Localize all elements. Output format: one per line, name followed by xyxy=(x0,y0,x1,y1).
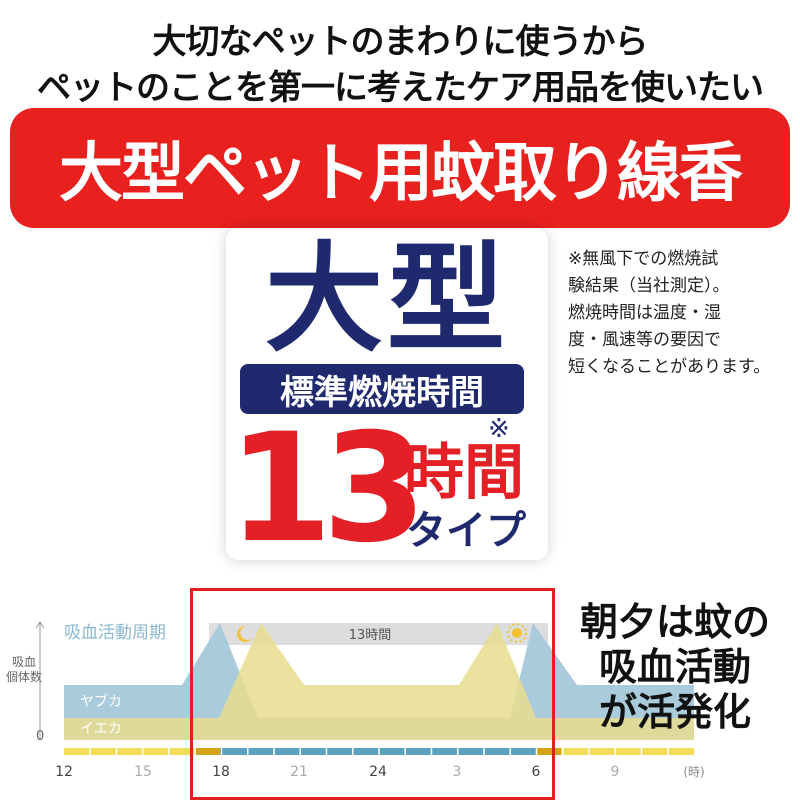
day-bar xyxy=(561,748,694,755)
banner-title: 大型ペット用蚊取り線香 xyxy=(59,137,743,211)
burn-time-badge: 大型 標準燃焼時間 ※ 13 時間 タイプ xyxy=(226,228,548,564)
hours-unit: 時間 xyxy=(404,438,524,508)
y-label: 吸血 xyxy=(12,655,36,669)
yabuka-area xyxy=(64,623,694,740)
footnote-line: 燃焼時間は温度・湿 xyxy=(568,303,721,323)
activity-diagram: 13時間 吸血活動周期 吸血 個体数 0 ヤブカ イエカ 12 15 18 21… xyxy=(6,621,705,780)
footnote-line: 験結果（当社測定）。 xyxy=(568,276,730,296)
sun-icon xyxy=(507,623,527,643)
x-tick: 15 xyxy=(134,764,152,780)
moon-icon xyxy=(237,625,252,642)
x-tick: 24 xyxy=(369,764,387,780)
side-callout: 朝夕は蚊の 吸血活動 が活発化 xyxy=(560,600,790,735)
hours-number: 13 xyxy=(228,402,427,576)
highlight-box xyxy=(190,588,555,800)
x-tick: 6 xyxy=(532,764,541,780)
x-tick: 18 xyxy=(212,764,230,780)
size-label: 大型 xyxy=(264,230,509,368)
x-tick: 21 xyxy=(290,764,308,780)
series-label-ieka: イエカ xyxy=(80,721,122,737)
title-banner: 大型ペット用蚊取り線香 xyxy=(10,108,790,228)
dawn-bar xyxy=(536,748,561,755)
y-zero: 0 xyxy=(36,729,44,744)
day-bar xyxy=(64,748,195,755)
headline-line-1: 大切なペットのまわりに使うから xyxy=(152,22,649,62)
night-bar xyxy=(220,748,536,755)
type-label: タイプ xyxy=(406,508,526,554)
side-line: 朝夕は蚊の xyxy=(579,600,770,644)
burn-time-label: 標準燃焼時間 xyxy=(240,364,524,414)
note-mark: ※ xyxy=(488,414,510,444)
footnote-line: 度・風速等の要因で xyxy=(568,330,721,350)
duration-label: 13時間 xyxy=(349,628,392,643)
y-label: 個体数 xyxy=(6,669,42,684)
duration-band xyxy=(209,623,548,645)
y-axis-arrow-icon xyxy=(35,621,45,629)
footnote-line: 短くなることがあります。 xyxy=(568,357,771,377)
dusk-bar xyxy=(195,748,220,755)
x-tick: 3 xyxy=(453,764,462,780)
footnote: ※無風下での燃焼試 験結果（当社測定）。 燃焼時間は温度・湿 度・風速等の要因で… xyxy=(568,246,793,381)
side-line: 吸血活動 xyxy=(598,645,751,689)
x-unit: (時) xyxy=(683,765,704,779)
x-tick: 12 xyxy=(55,764,73,780)
ieka-area xyxy=(64,623,694,740)
x-tick: 9 xyxy=(611,764,620,780)
footnote-line: ※無風下での燃焼試 xyxy=(568,249,719,269)
side-line: が活発化 xyxy=(598,690,751,734)
headline-line-2: ペットのことを第一に考えたケア用品を使いたい xyxy=(37,68,764,108)
series-label-yabuka: ヤブカ xyxy=(80,693,122,710)
diagram-title: 吸血活動周期 xyxy=(64,623,166,643)
